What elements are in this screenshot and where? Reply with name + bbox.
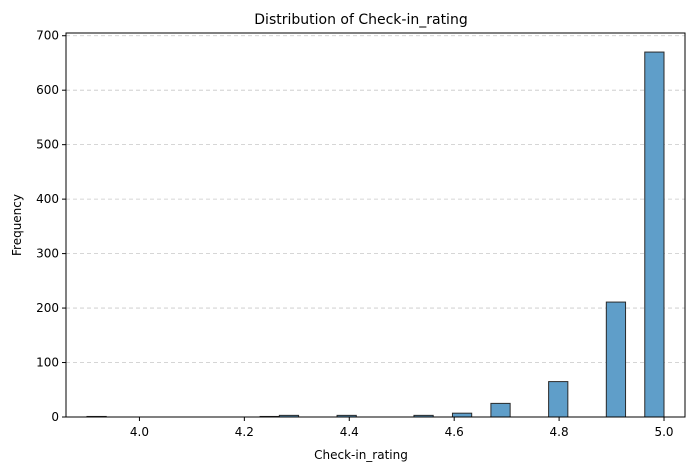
x-tick-label: 4.2 (235, 425, 254, 439)
x-axis-title: Check-in_rating (314, 448, 408, 462)
x-tick-label: 4.8 (550, 425, 569, 439)
y-tick-label: 0 (51, 410, 59, 424)
histogram-bar (490, 402, 511, 418)
histogram-bar (605, 301, 627, 418)
y-axis-ticks: 0 100 200 300 400 500 600 700 (36, 29, 66, 424)
x-tick-label: 5.0 (654, 425, 673, 439)
y-tick-label: 300 (36, 247, 59, 261)
y-axis-title: Frequency (10, 194, 24, 256)
histogram-bar (548, 381, 569, 418)
plot-frame (65, 32, 686, 418)
histogram-bar (644, 51, 665, 418)
x-tick-label: 4.6 (445, 425, 464, 439)
y-tick-label: 500 (36, 138, 59, 152)
y-tick-label: 700 (36, 29, 59, 43)
y-tick-label: 400 (36, 192, 59, 206)
y-tick-label: 200 (36, 301, 59, 315)
grid-lines (66, 35, 685, 363)
x-tick-label: 4.0 (130, 425, 149, 439)
x-axis-ticks: 4.0 4.2 4.4 4.6 4.8 5.0 (130, 417, 674, 439)
y-tick-label: 100 (36, 356, 59, 370)
histogram-bar (451, 412, 473, 418)
x-tick-label: 4.4 (340, 425, 359, 439)
chart-title: Distribution of Check-in_rating (254, 12, 467, 28)
histogram-bars (86, 51, 665, 418)
y-tick-label: 600 (36, 83, 59, 97)
